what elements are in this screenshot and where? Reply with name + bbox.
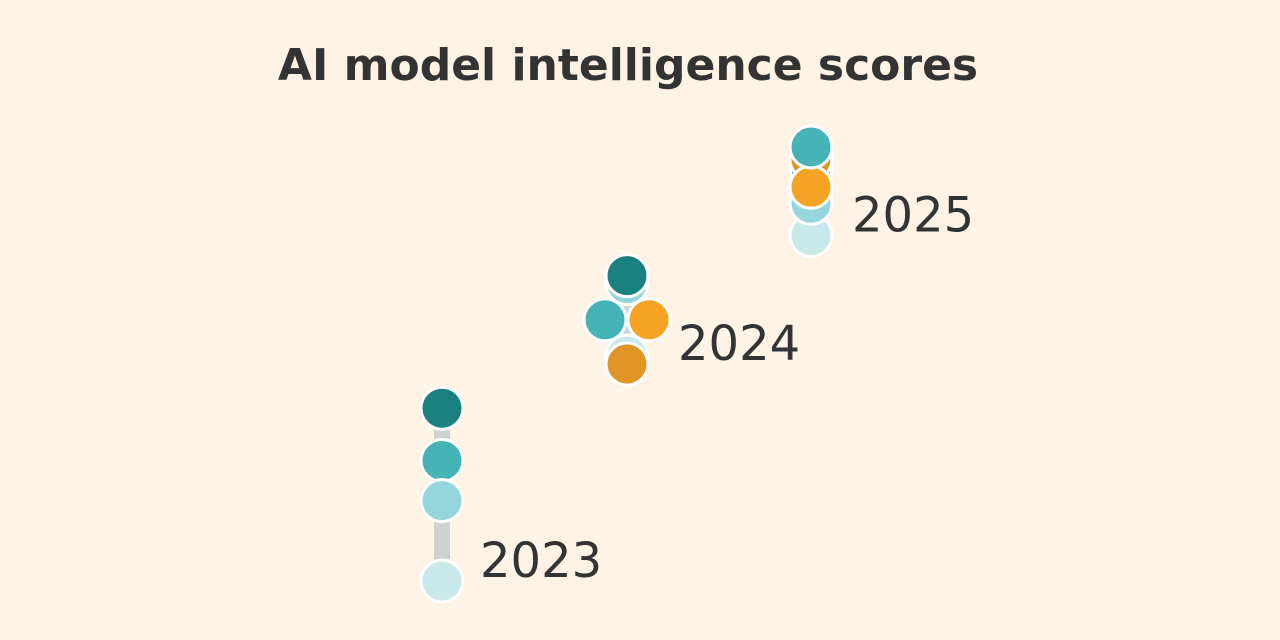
groups-layer: 2023 2024 2025 bbox=[419, 124, 974, 604]
data-point bbox=[788, 164, 834, 210]
data-point bbox=[419, 385, 465, 431]
chart-title: AI model intelligence scores bbox=[278, 40, 978, 91]
year-label: 2023 bbox=[480, 533, 602, 589]
year-label: 2024 bbox=[678, 316, 800, 372]
data-point bbox=[604, 341, 650, 387]
data-point bbox=[419, 437, 465, 483]
data-point bbox=[626, 297, 672, 343]
year-group-2023: 2023 bbox=[419, 385, 602, 604]
year-label: 2025 bbox=[852, 187, 974, 243]
year-group-2024: 2024 bbox=[582, 253, 800, 387]
data-point bbox=[419, 478, 465, 524]
data-point bbox=[419, 558, 465, 604]
data-point bbox=[604, 253, 650, 299]
year-group-2025: 2025 bbox=[788, 124, 974, 258]
data-point bbox=[788, 124, 834, 170]
data-point bbox=[582, 297, 628, 343]
